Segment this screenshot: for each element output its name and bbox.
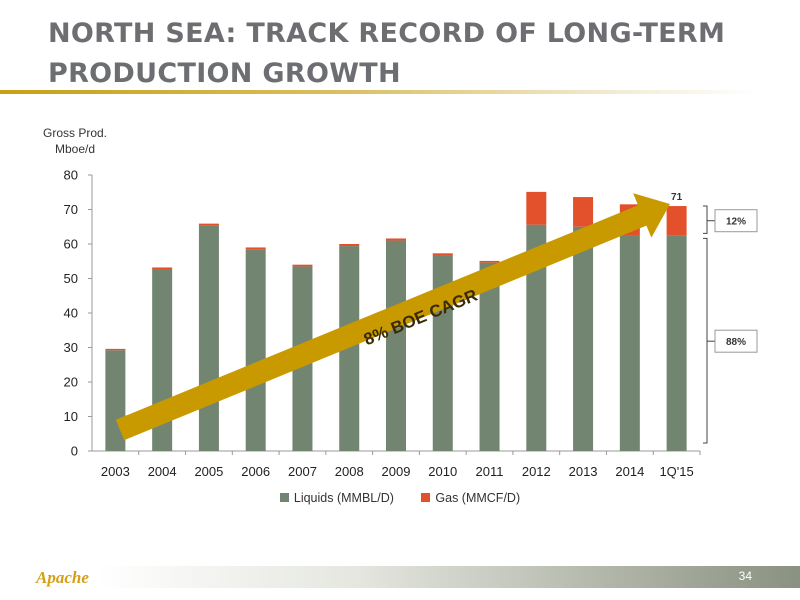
bar-gas-2008 [339,244,360,247]
x-tick-label-2012: 2012 [522,464,551,479]
x-tick-label-2008: 2008 [335,464,364,479]
x-tick-label-2007: 2007 [288,464,317,479]
bar-liquids-2008 [339,246,360,451]
legend-swatch-liquids [279,493,289,503]
bar-gas-2003 [105,348,126,351]
footer-band [0,566,800,588]
company-logo: Apache [36,568,89,587]
bar-liquids-2012 [526,224,547,451]
bar-liquids-2014 [619,235,640,451]
legend-item-gas: Gas (MMCF/D) [421,491,520,505]
legend-label-liquids: Liquids (MMBL/D) [293,491,394,505]
legend-label-gas: Gas (MMCF/D) [435,491,521,505]
bar-gas-2011 [479,260,500,263]
y-tick-label-30: 30 [64,340,78,355]
production-chart: 0 10 20 30 40 50 60 70 80 2003 2004 2005 2006 2007 200… [64,168,758,479]
y-tick-label-70: 70 [64,202,78,217]
title-underline [0,90,760,94]
bracket-gas-box [714,209,758,233]
x-tick-label-2011: 2011 [476,464,504,479]
y-tick-label-40: 40 [64,306,78,321]
bar-liquids-2003 [105,350,126,451]
bracket-liquids [703,237,708,444]
y-axis-label-line-2: Mboe/d [54,142,96,156]
x-tick-label-2004: 2004 [148,464,177,479]
bar-gas-2005 [198,223,219,226]
bar-gas-2004 [152,267,173,270]
x-tick-label-2014: 2014 [615,464,644,479]
y-tick-label-0: 0 [71,444,78,459]
bracket-gas [703,205,708,234]
bar-gas-2010 [432,253,453,256]
y-axis-label: Gross Prod. Mboe/d [40,125,110,157]
cagr-arrow [115,193,671,441]
x-tick-label-2013: 2013 [569,464,598,479]
bar-liquids-2011 [479,262,500,451]
x-tick-label-2006: 2006 [241,464,270,479]
x-tick-label-2003: 2003 [101,464,130,479]
y-tick-label-60: 60 [64,237,78,252]
y-tick-label-80: 80 [64,168,78,183]
y-tick-label-10: 10 [64,409,78,424]
bar-liquids-2009 [386,240,406,451]
slide-title: NORTH SEA: TRACK RECORD OF LONG-TERM PRO… [48,18,726,89]
bar-gas-2012 [526,191,547,225]
legend-item-liquids: Liquids (MMBL/D) [279,491,394,505]
x-tick-label-2005: 2005 [194,464,223,479]
y-tick-label-50: 50 [64,271,78,286]
bar-gas-1q-15 [666,206,687,236]
data-label-1q-15: 71 [671,192,683,203]
page-number: 34 [738,569,752,583]
bracket-liquids-label: 88% [726,337,746,348]
bar-liquids-2013 [573,226,594,451]
legend-swatch-gas [421,493,431,503]
y-axis-label-line-1: Gross Prod. [42,126,108,140]
bar-gas-2006 [245,247,266,250]
bar-liquids-2005 [198,225,219,451]
x-tick-label-1q-15: 1Q'15 [659,464,693,479]
bar-gas-2007 [292,264,313,267]
y-tick-label-20: 20 [64,375,78,390]
bracket-gas-label: 12% [726,217,746,228]
x-tick-label-2010: 2010 [428,464,457,479]
bar-gas-2013 [573,197,594,227]
bracket-liquids-box [714,329,758,353]
bar-liquids-2006 [245,249,266,451]
bar-liquids-1q-15 [666,235,687,451]
bar-gas-2009 [386,238,406,241]
chart-legend: Liquids (MMBL/D) Gas (MMCF/D) [0,491,800,505]
x-tick-label-2009: 2009 [382,464,411,479]
